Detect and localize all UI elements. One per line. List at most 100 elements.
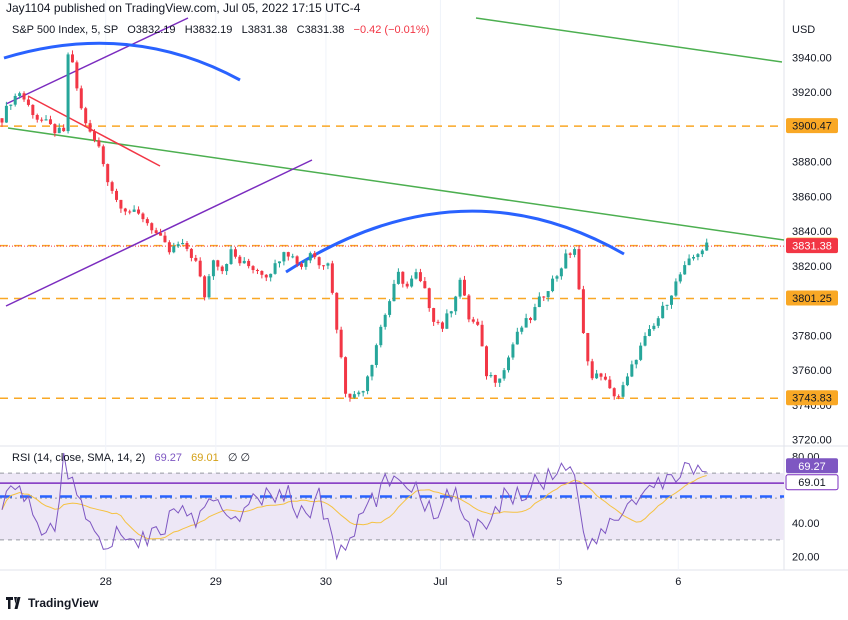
high-label: H xyxy=(184,24,193,36)
rsi-label-box xyxy=(786,458,838,474)
candle-body xyxy=(458,279,462,297)
candle-body xyxy=(647,329,651,336)
candle-body xyxy=(313,253,317,258)
close-value: 3831.38 xyxy=(304,24,345,36)
candle-body xyxy=(678,274,682,282)
candle-body xyxy=(370,364,374,377)
candle-body xyxy=(374,345,378,365)
candle-body xyxy=(119,199,123,209)
candle-body xyxy=(159,233,163,236)
candle-body xyxy=(432,308,436,322)
candle-body xyxy=(555,276,559,279)
candle-body xyxy=(194,257,198,261)
candle-body xyxy=(128,211,132,213)
candle-body xyxy=(300,263,304,267)
candle-body xyxy=(330,263,334,293)
candle-body xyxy=(260,271,264,275)
candle-body xyxy=(546,291,550,298)
candle-body xyxy=(436,321,440,323)
candle-body xyxy=(40,119,44,121)
price-tick-label: 3860.00 xyxy=(792,191,832,203)
rsi-extra-icons: ∅ ∅ xyxy=(227,452,251,464)
low-value: 3831.38 xyxy=(247,24,288,36)
candle-body xyxy=(502,370,506,379)
candle-body xyxy=(427,288,431,309)
candle-body xyxy=(189,248,193,258)
candle-body xyxy=(392,283,396,302)
candle-body xyxy=(700,250,704,255)
open-value: 3832.19 xyxy=(135,24,176,36)
candle-body xyxy=(291,256,295,258)
candle-body xyxy=(92,131,96,141)
low-label: L xyxy=(241,24,248,36)
candle-body xyxy=(220,266,224,272)
candle-body xyxy=(692,257,696,259)
candle-body xyxy=(167,242,171,253)
candle-body xyxy=(18,93,22,96)
candle-body xyxy=(489,375,493,377)
candle-body xyxy=(66,54,70,132)
candle-body xyxy=(529,318,533,321)
candle-body xyxy=(617,396,621,398)
candle-body xyxy=(568,253,572,255)
candle-body xyxy=(255,270,259,272)
time-tick-label: Jul xyxy=(433,576,447,588)
footer-brand[interactable]: TradingView xyxy=(6,596,98,610)
candle-body xyxy=(282,252,286,262)
candle-body xyxy=(335,292,339,330)
candle-body xyxy=(247,260,251,267)
candle-body xyxy=(48,119,52,125)
price-label-text: 3801.25 xyxy=(792,293,832,305)
candle-body xyxy=(264,274,268,278)
green-trendline-lower xyxy=(7,127,785,241)
candle-body xyxy=(348,393,352,398)
candle-body xyxy=(106,164,110,183)
price-label-text: 3831.38 xyxy=(792,241,832,253)
candle-body xyxy=(317,257,321,266)
candle-body xyxy=(612,388,616,397)
candle-body xyxy=(599,373,603,377)
candle-body xyxy=(273,263,277,274)
candle-body xyxy=(238,256,242,264)
candle-body xyxy=(586,333,590,362)
candle-body xyxy=(198,260,202,277)
rsi-label-text: 69.27 xyxy=(798,461,826,473)
candle-body xyxy=(88,123,92,132)
candle-body xyxy=(251,266,255,271)
rsi-tick-label: 40.00 xyxy=(792,518,820,530)
candle-body xyxy=(101,146,105,165)
candle-body xyxy=(705,242,709,251)
price-tick-label: 3720.00 xyxy=(792,435,832,447)
green-trendline-upper xyxy=(475,17,783,63)
blue-arc-left xyxy=(3,41,241,82)
candle-body xyxy=(145,219,149,224)
candle-body xyxy=(308,253,312,261)
candle-body xyxy=(322,265,326,267)
rsi-sma-line xyxy=(1,475,707,540)
rsi-label-box xyxy=(785,474,839,491)
candle-body xyxy=(687,258,691,266)
candle-body xyxy=(493,375,497,383)
candle-body xyxy=(608,379,612,389)
candle-body xyxy=(559,268,563,277)
price-tick-label: 3940.00 xyxy=(792,52,832,64)
time-tick-label: 29 xyxy=(210,576,222,588)
rsi-line xyxy=(1,452,707,561)
candle-body xyxy=(542,296,546,298)
change-value: −0.42 (−0.01%) xyxy=(353,24,430,36)
candle-body xyxy=(405,283,409,287)
publisher-line: Jay1104 published on TradingView.com, Ju… xyxy=(6,1,361,15)
candle-body xyxy=(414,272,418,279)
purple-channel-lower xyxy=(5,159,313,307)
candle-body xyxy=(216,260,220,267)
candle-body xyxy=(203,276,207,298)
candle-body xyxy=(53,124,57,134)
candle-body xyxy=(233,249,237,257)
candle-body xyxy=(643,335,647,346)
candle-body xyxy=(630,364,634,377)
price-label-box xyxy=(786,118,838,134)
candle-body xyxy=(674,281,678,296)
candle-body xyxy=(0,118,4,123)
candle-body xyxy=(242,260,246,264)
